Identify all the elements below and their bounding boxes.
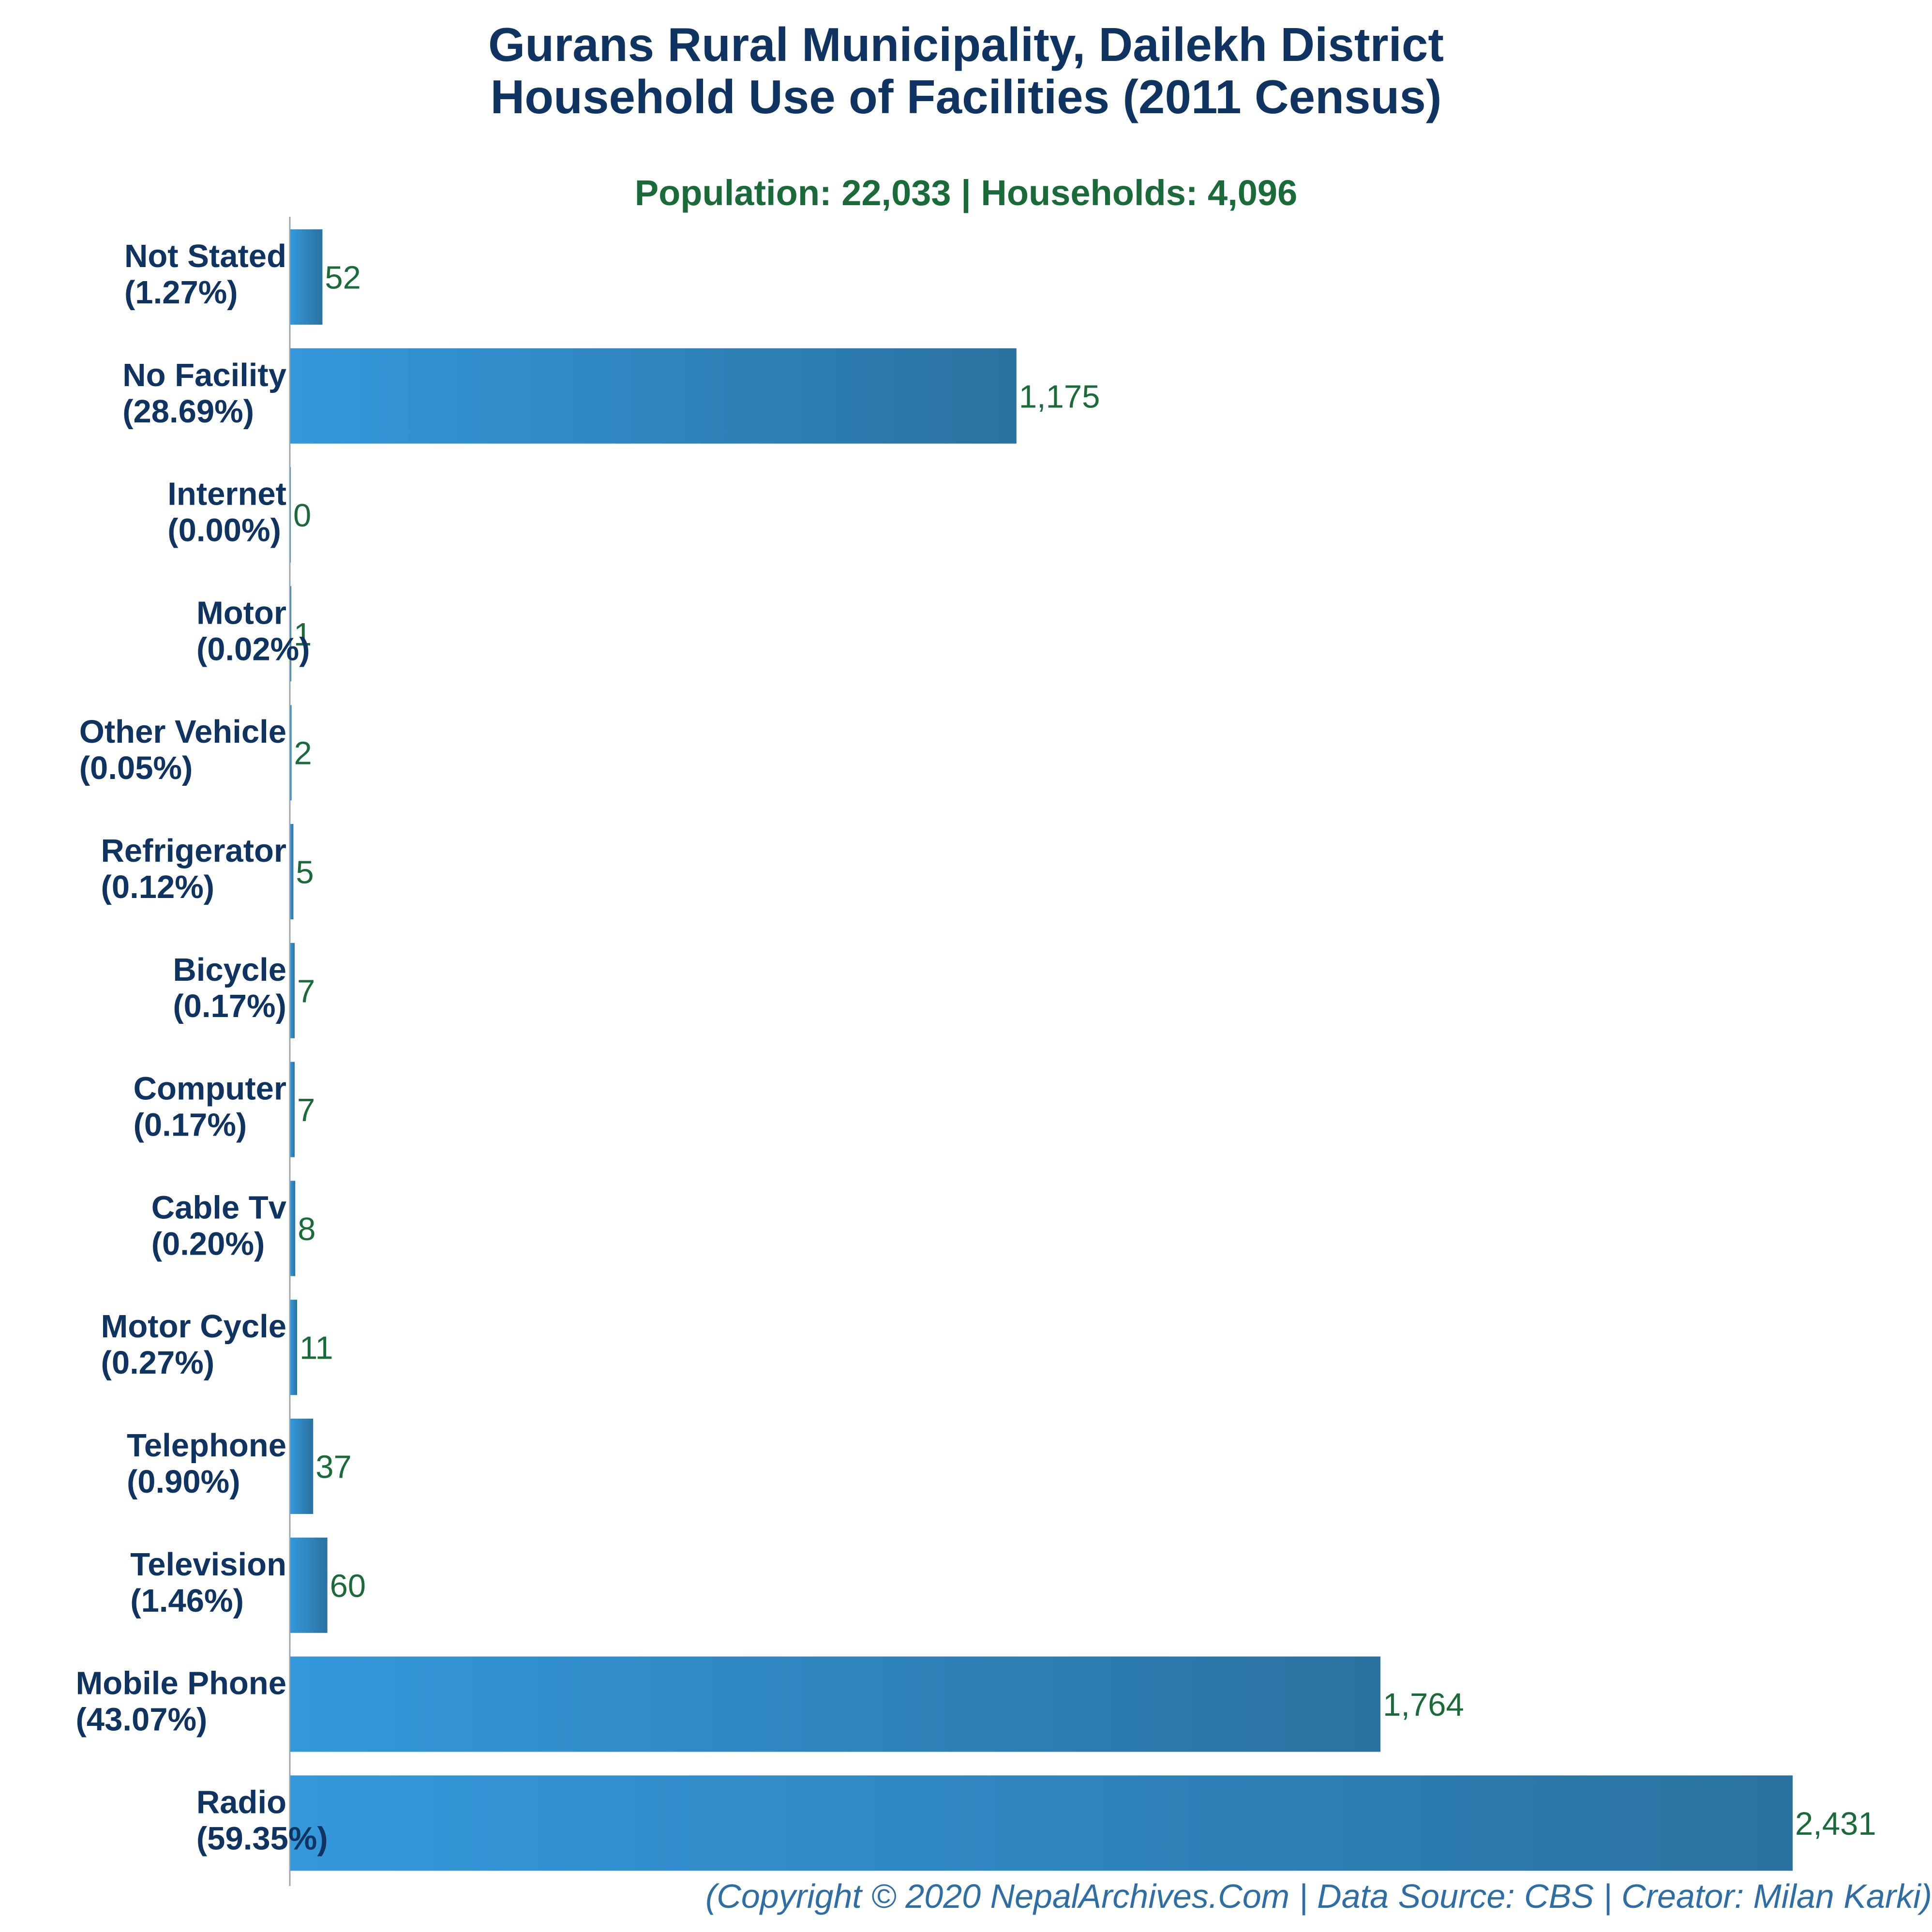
percent-label-cable-tv: (0.20%)	[151, 1226, 265, 1262]
category-label-refrigerator: Refrigerator	[101, 833, 286, 869]
bar-not-stated	[290, 229, 323, 325]
bar-cable-tv	[290, 1181, 296, 1276]
category-label-telephone: Telephone	[127, 1427, 286, 1464]
value-label-cable-tv: 8	[298, 1211, 315, 1247]
category-label-computer: Computer	[134, 1071, 286, 1107]
bar-other-vehicle	[290, 705, 292, 801]
category-label-cable-tv: Cable Tv	[151, 1189, 286, 1226]
value-label-internet: 0	[293, 497, 311, 534]
bar-internet	[290, 467, 291, 563]
category-label-radio: Radio	[196, 1784, 286, 1820]
category-label-television: Television	[130, 1546, 286, 1583]
percent-label-other-vehicle: (0.05%)	[79, 750, 193, 786]
bar-mobile-phone	[290, 1656, 1381, 1752]
value-label-not-stated: 52	[325, 260, 361, 296]
bar-telephone	[290, 1419, 314, 1514]
percent-label-bicycle: (0.17%)	[173, 988, 286, 1024]
percent-label-telephone: (0.90%)	[127, 1464, 240, 1500]
value-label-bicycle: 7	[297, 973, 315, 1009]
bar-no-facility	[290, 348, 1017, 444]
chart-title-line-1: Gurans Rural Municipality, Dailekh Distr…	[488, 18, 1444, 71]
percent-label-television: (1.46%)	[130, 1583, 244, 1619]
value-label-telephone: 37	[315, 1449, 352, 1485]
value-label-radio: 2,431	[1795, 1806, 1876, 1842]
chart-subtitle: Population: 22,033 | Households: 4,096	[634, 173, 1298, 213]
bar-motor-cycle	[290, 1300, 298, 1395]
bar-bicycle	[290, 943, 295, 1038]
bar-radio	[290, 1775, 1793, 1871]
value-label-computer: 7	[297, 1092, 315, 1128]
percent-label-motor: (0.02%)	[196, 631, 310, 667]
category-label-motor: Motor	[196, 595, 286, 631]
category-label-other-vehicle: Other Vehicle	[79, 714, 286, 750]
chart-title-line-2: Household Use of Facilities (2011 Census…	[490, 70, 1442, 123]
bar-refrigerator	[290, 824, 294, 919]
value-label-mobile-phone: 1,764	[1383, 1687, 1464, 1723]
value-label-refrigerator: 5	[296, 854, 314, 891]
percent-label-refrigerator: (0.12%)	[101, 869, 215, 905]
percent-label-computer: (0.17%)	[134, 1107, 247, 1143]
category-label-internet: Internet	[167, 476, 286, 512]
value-label-no-facility: 1,175	[1019, 378, 1100, 415]
category-label-bicycle: Bicycle	[173, 952, 286, 988]
category-label-mobile-phone: Mobile Phone	[76, 1665, 287, 1702]
category-label-no-facility: No Facility	[122, 357, 286, 393]
bar-television	[290, 1537, 328, 1633]
value-label-television: 60	[330, 1568, 366, 1604]
percent-label-motor-cycle: (0.27%)	[101, 1345, 215, 1381]
category-label-not-stated: Not Stated	[124, 238, 286, 274]
percent-label-radio: (59.35%)	[196, 1820, 328, 1857]
category-label-motor-cycle: Motor Cycle	[101, 1308, 286, 1345]
percent-label-mobile-phone: (43.07%)	[76, 1702, 208, 1738]
chart-credit: (Copyright © 2020 NepalArchives.Com | Da…	[705, 1877, 1932, 1915]
percent-label-not-stated: (1.27%)	[124, 274, 238, 311]
value-label-motor: 1	[294, 616, 312, 653]
bar-motor	[290, 586, 291, 682]
value-label-motor-cycle: 11	[300, 1330, 333, 1366]
bar-computer	[290, 1062, 295, 1157]
value-label-other-vehicle: 2	[294, 735, 312, 772]
percent-label-no-facility: (28.69%)	[122, 393, 254, 430]
percent-label-internet: (0.00%)	[167, 512, 281, 549]
